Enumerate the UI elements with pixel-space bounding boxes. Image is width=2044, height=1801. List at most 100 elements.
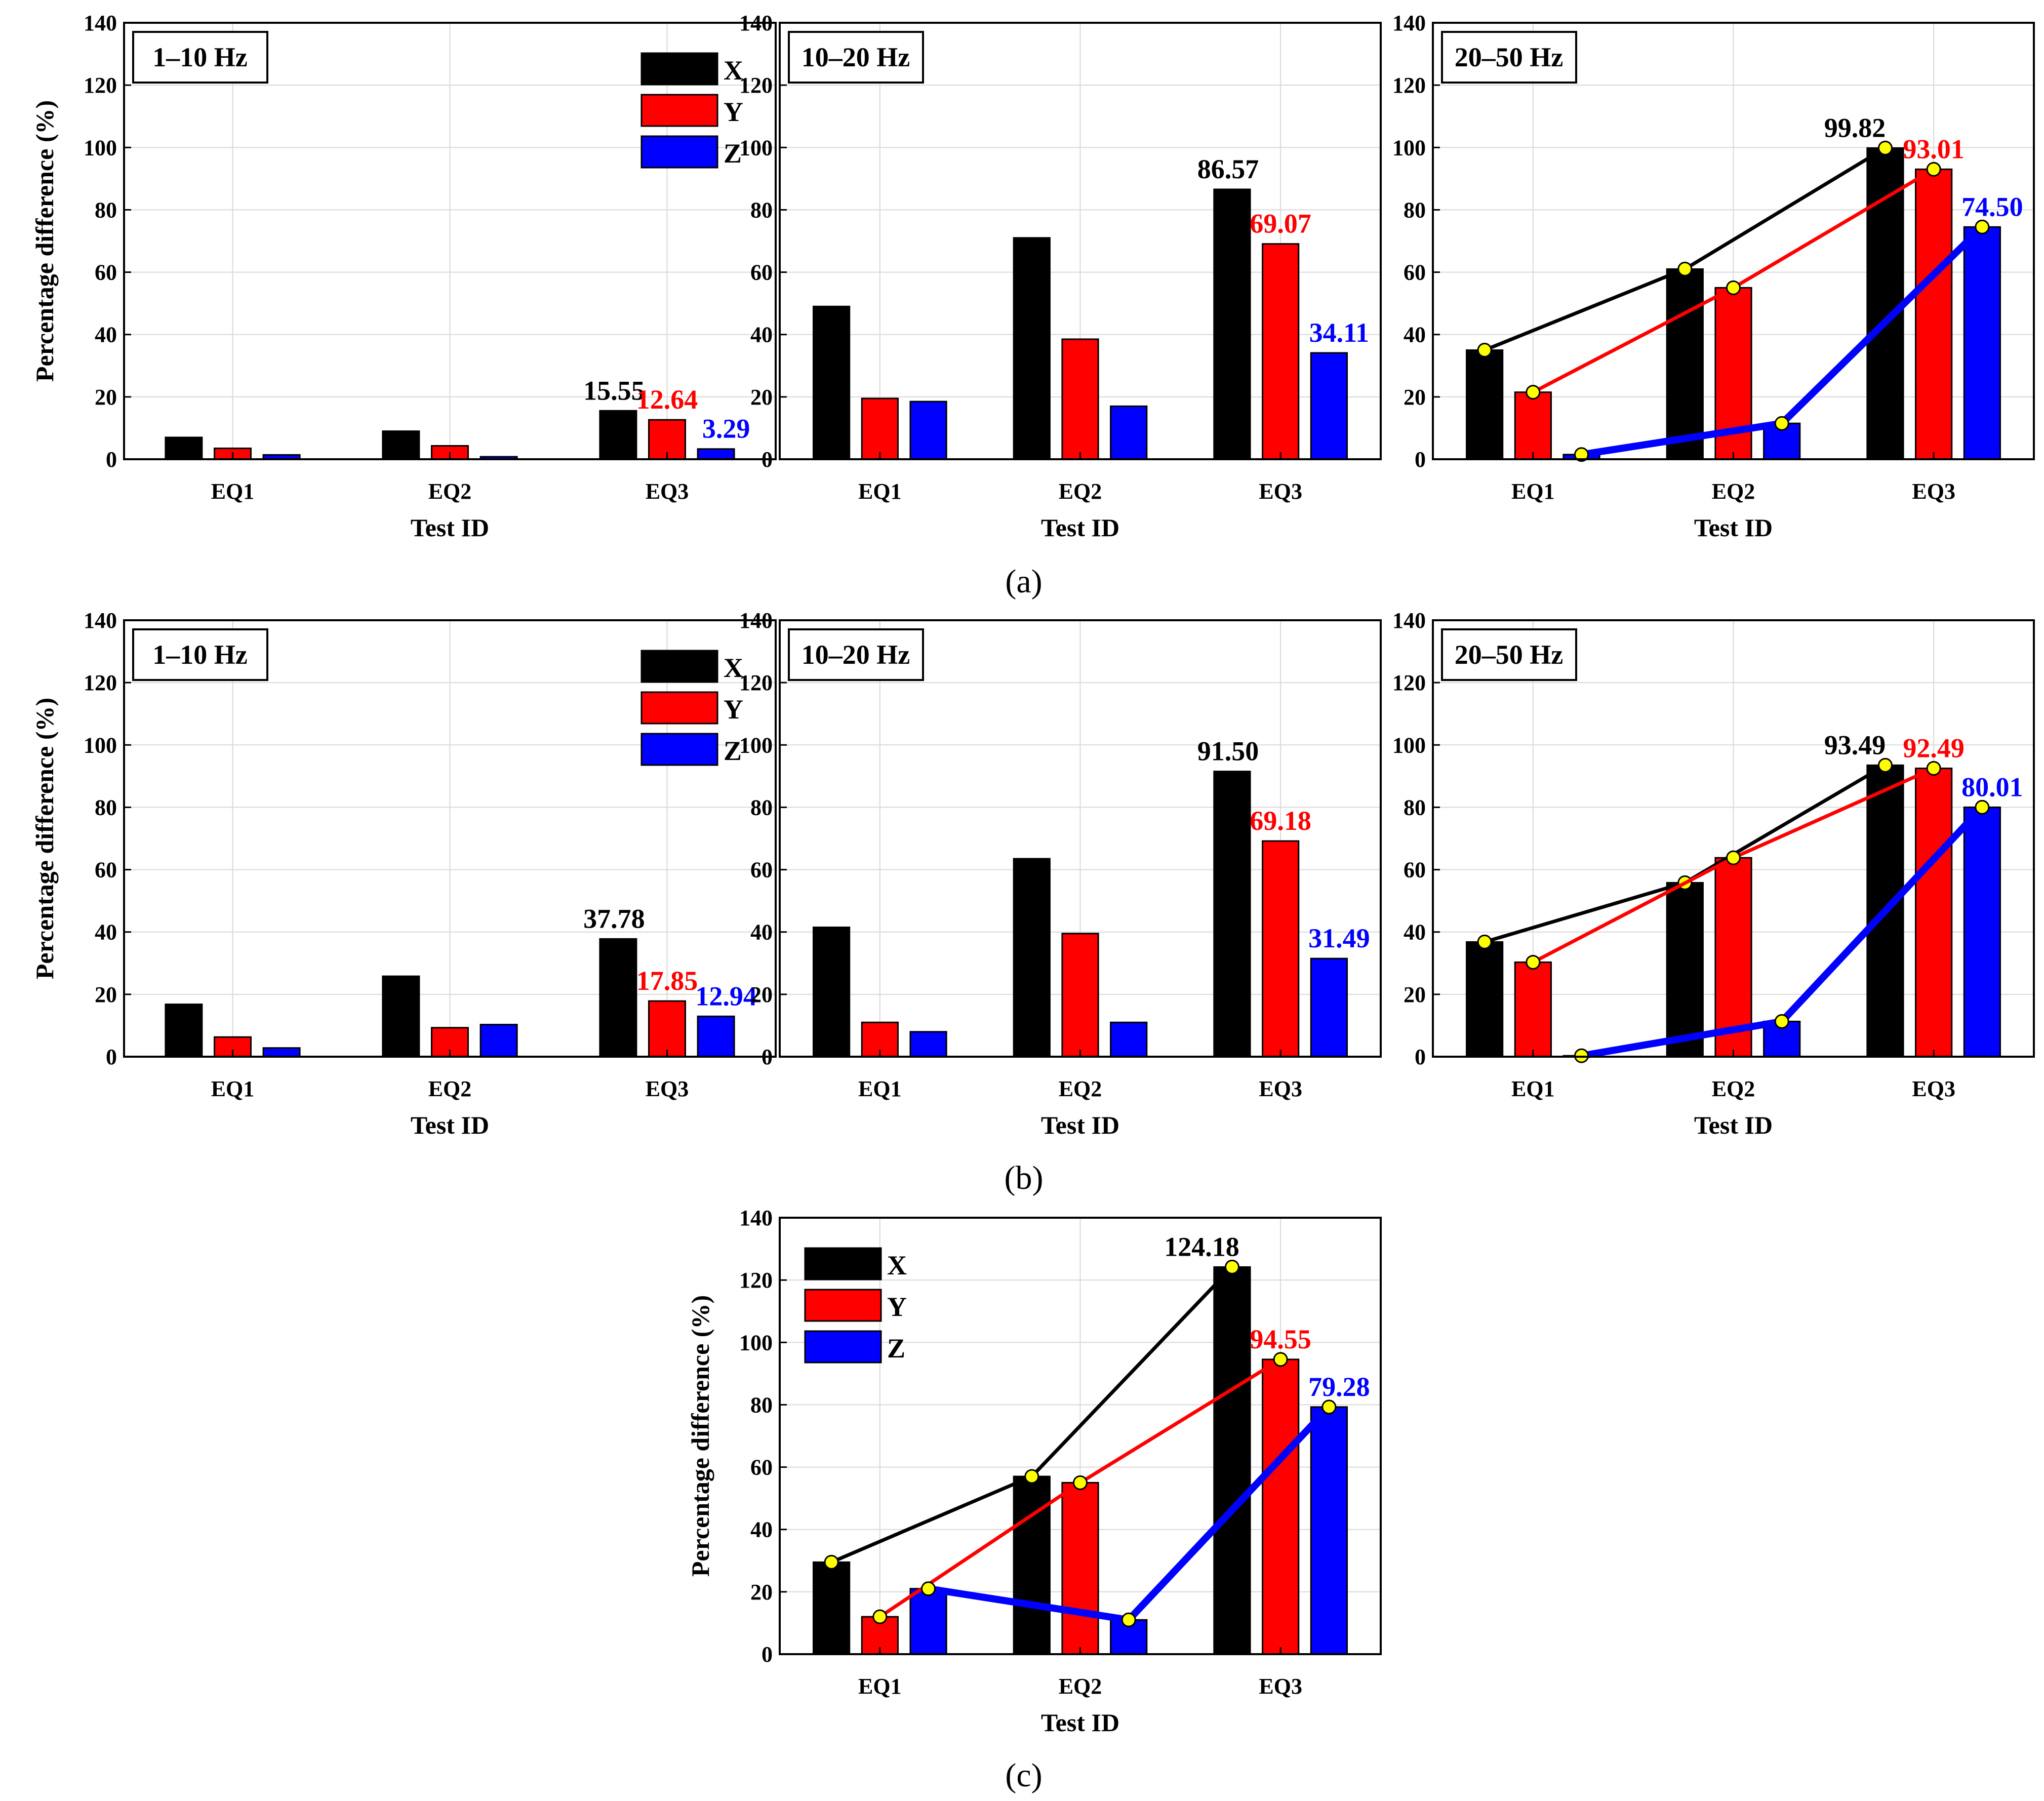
x-axis-label: Test ID: [411, 513, 489, 542]
marker-y-eq2: [1073, 1475, 1088, 1490]
bar-y-eq2: [1061, 1482, 1099, 1655]
marker-z-eq1: [1574, 447, 1589, 462]
y-tick-label: 60: [750, 858, 773, 883]
marker-x-eq1: [1477, 934, 1492, 949]
annotation-z: 79.28: [1308, 1372, 1370, 1402]
bar-x-eq1: [1466, 941, 1504, 1058]
annotation-x: 15.55: [583, 375, 645, 406]
y-tick-label: 40: [750, 920, 773, 945]
legend-label-x: X: [724, 653, 743, 683]
y-tick-label: 20: [95, 385, 117, 410]
annotation-z: 80.01: [1961, 772, 2023, 802]
x-tick-label: EQ2: [428, 479, 472, 504]
bar-x-eq3: [599, 410, 637, 460]
bar-z-eq3: [1310, 957, 1348, 1058]
legend: XYZ: [640, 650, 743, 766]
legend-label-y: Y: [724, 694, 743, 725]
legend-swatch-z: [640, 135, 718, 169]
range-label-box: [1441, 628, 1577, 681]
y-tick-label: 100: [739, 135, 773, 160]
y-tick-label: 60: [1404, 260, 1426, 285]
annotation-x: 91.50: [1197, 736, 1259, 767]
legend-swatch-y: [640, 94, 718, 127]
y-tick-label: 20: [1404, 385, 1426, 410]
x-tick-label: EQ2: [1712, 1076, 1755, 1101]
marker-x-eq2: [1024, 1469, 1039, 1484]
bar-z-eq1: [909, 401, 947, 460]
x-tick-label: EQ1: [858, 479, 902, 504]
x-tick-label: EQ1: [858, 1674, 902, 1699]
x-tick-label: EQ3: [1259, 479, 1302, 504]
x-tick-label: EQ1: [211, 479, 255, 504]
marker-y-eq2: [1726, 850, 1741, 865]
y-tick-label: 100: [84, 135, 117, 160]
range-label-box: [1441, 31, 1577, 84]
legend-swatch-y: [640, 691, 718, 725]
marker-x-eq3: [1224, 1259, 1239, 1274]
x-tick-label: EQ2: [428, 1076, 472, 1101]
bar-x-eq1: [813, 1561, 851, 1655]
bar-x-eq2: [1013, 237, 1051, 460]
x-axis-label: Test ID: [1694, 1111, 1773, 1139]
annotation-y: 69.18: [1250, 806, 1311, 836]
x-tick-label: EQ1: [858, 1076, 902, 1101]
range-label: 20–50 Hz: [1455, 639, 1563, 670]
range-label: 1–10 Hz: [152, 639, 247, 670]
legend-swatch-z: [640, 733, 718, 766]
y-tick-label: 60: [95, 858, 117, 883]
chart-panel-c-6: 0 20 40 60 80 100 120 140 124.18 94.55 79.28 EQ1 EQ2…: [686, 1206, 1382, 1737]
bar-y-eq3: [1262, 840, 1300, 1058]
x-tick-label: EQ3: [1259, 1674, 1302, 1699]
annotation-y: 17.85: [636, 966, 698, 996]
annotation-y: 93.01: [1903, 134, 1965, 164]
x-tick-label: EQ1: [1511, 1076, 1555, 1101]
bar-y-eq3: [648, 1000, 686, 1058]
marker-y-eq3: [1926, 162, 1941, 177]
bar-z-eq3: [1310, 352, 1348, 460]
marker-y-eq3: [1926, 761, 1941, 776]
legend-swatch-y: [804, 1289, 882, 1322]
bar-y-eq3: [1915, 768, 1953, 1058]
bar-x-eq2: [1666, 268, 1704, 460]
chart-panel-b-5: 0 20 40 60 80 100 120 140 93.49 92.49 80.01 EQ1 EQ2 E…: [1392, 608, 2035, 1139]
x-axis-label: Test ID: [411, 1111, 489, 1139]
annotation-z: 12.94: [695, 981, 757, 1011]
y-tick-label: 100: [84, 733, 117, 757]
y-tick-label: 0: [1415, 1045, 1426, 1069]
range-label: 1–10 Hz: [152, 42, 247, 72]
x-tick-label: EQ1: [211, 1076, 255, 1101]
bar-x-eq2: [382, 430, 420, 460]
marker-z-eq3: [1321, 1399, 1337, 1415]
bar-z-eq1: [909, 1588, 947, 1655]
y-tick-label: 80: [750, 197, 773, 222]
bar-x-eq3: [1213, 1266, 1251, 1655]
bar-y-eq2: [1714, 857, 1752, 1058]
legend-swatch-x: [640, 650, 718, 683]
y-tick-label: 60: [95, 260, 117, 285]
bar-z-eq2: [1110, 1021, 1148, 1058]
bar-y-eq3: [1262, 1358, 1300, 1655]
legend-label-y: Y: [887, 1292, 907, 1322]
annotation-z: 31.49: [1308, 923, 1370, 953]
bar-x-eq3: [1213, 771, 1251, 1058]
x-axis-label: Test ID: [1041, 1708, 1119, 1737]
chart-panel-a-1: 0 20 40 60 80 100 120 140 86.57 69.07 34.11 EQ1 EQ2 E…: [739, 11, 1382, 542]
chart-panel-a-2: 0 20 40 60 80 100 120 140 99.82 93.01 74.50 EQ1 EQ2 E…: [1392, 11, 2035, 542]
bar-x-eq1: [813, 305, 851, 460]
marker-y-eq3: [1273, 1352, 1288, 1367]
y-tick-label: 0: [762, 447, 773, 472]
y-tick-label: 0: [1415, 447, 1426, 472]
y-tick-label: 100: [739, 1330, 773, 1355]
y-tick-label: 140: [739, 1206, 773, 1230]
annotation-y: 12.64: [636, 384, 698, 415]
legend-label-y: Y: [724, 97, 743, 127]
annotation-x: 93.49: [1824, 730, 1886, 760]
marker-y-eq1: [1526, 954, 1541, 970]
x-axis-label: Test ID: [1041, 1111, 1119, 1139]
y-tick-label: 140: [84, 11, 117, 35]
x-tick-label: EQ2: [1059, 479, 1102, 504]
y-tick-label: 120: [739, 1268, 773, 1293]
bar-x-eq1: [813, 926, 851, 1058]
caption-b: (b): [1005, 1159, 1044, 1196]
